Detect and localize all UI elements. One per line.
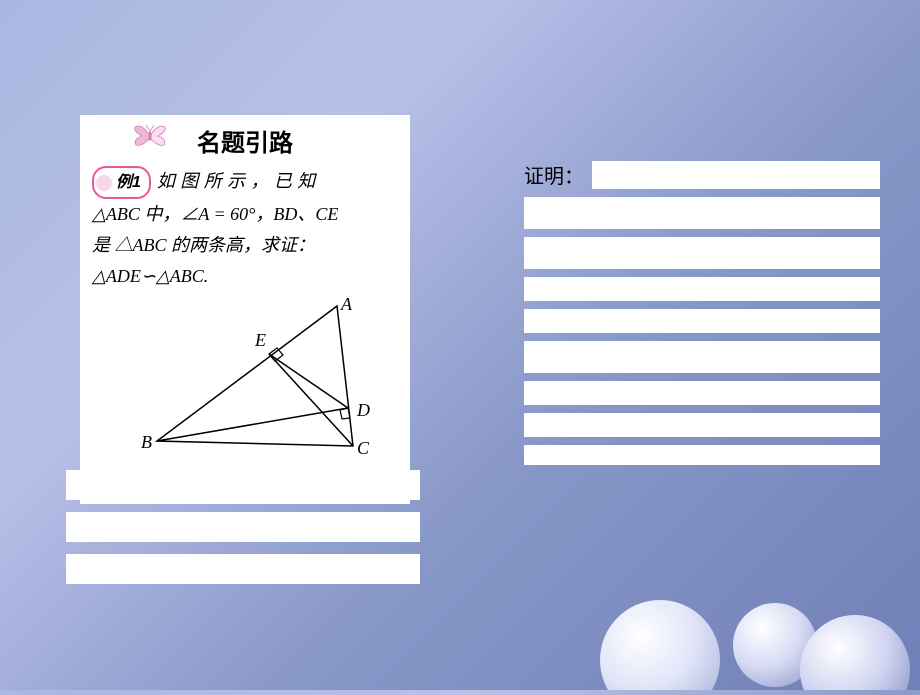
proof-blank-4: [524, 309, 880, 333]
proof-label: 证明：: [524, 160, 592, 189]
svg-text:B: B: [141, 432, 152, 452]
right-content-panel: 证明：: [524, 160, 880, 465]
analysis-blank-2: [66, 512, 420, 542]
proof-blank-3: [524, 277, 880, 301]
proof-blank-8: [524, 445, 880, 465]
problem-line-3: 是 △ABC 的两条高，求证：: [92, 235, 315, 255]
problem-line-4: △ADE∽△ABC.: [92, 266, 208, 286]
svg-text:A: A: [340, 296, 353, 314]
example-badge: 例1: [92, 166, 151, 199]
badge-label: 例1: [116, 169, 141, 196]
problem-statement: 例1 如图所示，已知 △ABC 中，∠A = 60°，BD、CE 是 △ABC …: [92, 166, 398, 291]
problem-line-1: 如图所示，已知: [157, 171, 321, 191]
svg-text:D: D: [356, 400, 370, 420]
analysis-blank-stack: [66, 470, 420, 596]
left-content-panel: 名题引路 例1 如图所示，已知 △ABC 中，∠A = 60°，BD、CE 是 …: [80, 115, 410, 504]
proof-blank-1: [524, 197, 880, 229]
proof-blank-stack: [524, 197, 880, 465]
proof-blank-5: [524, 341, 880, 373]
proof-blank-6: [524, 381, 880, 405]
triangle-diagram: A B C D E: [105, 296, 385, 461]
butterfly-icon: [132, 121, 168, 156]
analysis-blank-3: [66, 554, 420, 584]
proof-blank-inline: [592, 161, 880, 189]
proof-row: 证明：: [524, 160, 880, 189]
svg-text:C: C: [357, 438, 370, 458]
section-title: 名题引路: [197, 123, 293, 158]
proof-blank-7: [524, 413, 880, 437]
decorative-spheres: [540, 530, 920, 690]
header: 名题引路: [92, 123, 398, 158]
svg-text:E: E: [254, 330, 266, 350]
proof-blank-2: [524, 237, 880, 269]
analysis-blank-1: [66, 470, 420, 500]
problem-line-2: △ABC 中，∠A = 60°，BD、CE: [92, 204, 338, 224]
badge-circle-icon: [96, 175, 112, 191]
